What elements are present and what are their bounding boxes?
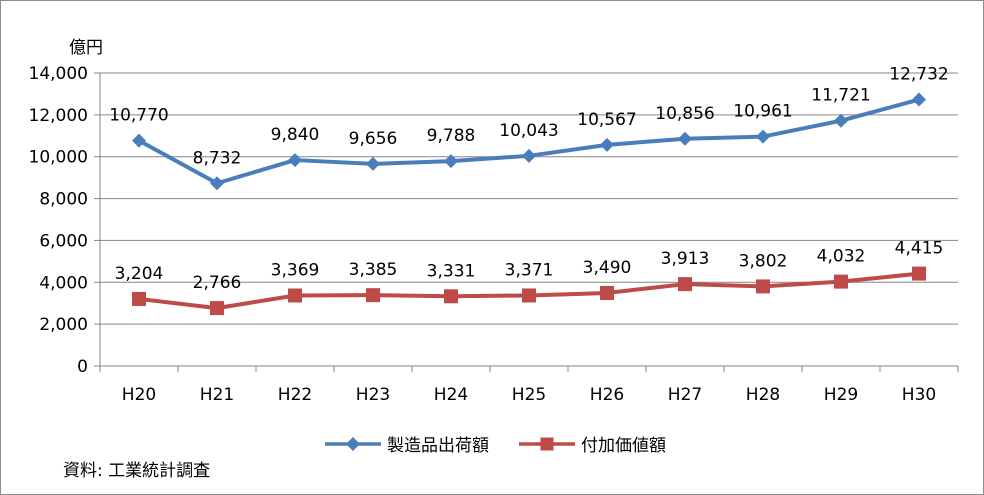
data-point-diamond [834, 113, 848, 128]
series-line [138, 97, 920, 186]
data-label: 9,840 [271, 125, 320, 145]
data-label: 3,369 [271, 260, 320, 280]
legend-marker-square-icon [519, 437, 575, 450]
data-point-square [834, 274, 848, 289]
x-tick-label: H27 [668, 385, 702, 405]
data-point-diamond [756, 129, 770, 144]
x-tick-label: H29 [824, 385, 858, 405]
x-tick-label: H30 [902, 385, 936, 405]
data-point-diamond [912, 92, 926, 107]
data-point-diamond [132, 133, 146, 148]
data-point-square [912, 266, 926, 281]
data-label: 3,913 [661, 249, 710, 269]
y-tick-label: 10,000 [29, 148, 88, 168]
data-point-square [678, 277, 692, 292]
data-label: 12,732 [889, 65, 948, 85]
x-tick-label: H21 [200, 385, 234, 405]
data-point-diamond [444, 154, 458, 169]
y-axis-unit-label: 億円 [69, 38, 103, 58]
data-label: 3,204 [115, 264, 164, 284]
y-tick-label: 2,000 [39, 315, 88, 335]
legend: 製造品出荷額 付加価値額 [323, 431, 694, 456]
data-point-diamond [288, 153, 302, 168]
data-point-square [522, 288, 536, 303]
data-label: 3,385 [349, 260, 398, 280]
data-label: 10,770 [109, 106, 168, 126]
data-label: 10,567 [577, 110, 636, 130]
data-point-diamond [210, 176, 224, 191]
data-point-diamond [678, 131, 692, 146]
legend-item-value-added: 付加価値額 [517, 431, 666, 456]
data-label: 11,721 [811, 86, 870, 106]
data-point-square [288, 288, 302, 303]
x-tick-label: H22 [278, 385, 312, 405]
y-tick-label: 6,000 [39, 231, 88, 251]
data-point-square [756, 279, 770, 294]
data-label: 9,788 [427, 126, 476, 146]
data-point-square [444, 289, 458, 304]
y-tick-label: 0 [77, 357, 88, 377]
data-label: 10,961 [733, 102, 792, 122]
data-label: 9,656 [349, 129, 398, 149]
legend-marker-diamond-icon [325, 436, 381, 451]
data-point-diamond [522, 148, 536, 163]
legend-label-shipments: 製造品出荷額 [387, 436, 489, 456]
data-point-diamond [366, 156, 380, 171]
y-tick-label: 4,000 [39, 273, 88, 293]
data-label: 8,732 [193, 148, 242, 168]
data-label: 4,032 [817, 247, 866, 267]
x-tick-label: H24 [434, 385, 468, 405]
y-tick-label: 14,000 [29, 64, 88, 84]
data-point-diamond [600, 137, 614, 152]
data-point-square [600, 285, 614, 300]
source-note: 資料: 工業統計調査 [63, 461, 211, 481]
data-label: 10,043 [499, 121, 558, 141]
y-tick-label: 12,000 [29, 106, 88, 126]
legend-item-shipments: 製造品出荷額 [323, 431, 489, 456]
data-point-square [366, 288, 380, 303]
y-tick-label: 8,000 [39, 190, 88, 210]
data-label: 3,331 [427, 261, 476, 281]
x-tick-label: H28 [746, 385, 780, 405]
data-point-square [132, 291, 146, 306]
x-tick-label: H26 [590, 385, 624, 405]
data-label: 3,802 [739, 251, 788, 271]
data-label: 3,490 [583, 258, 632, 278]
data-label: 4,415 [895, 239, 944, 259]
legend-label-value-added: 付加価値額 [581, 436, 666, 456]
x-tick-label: H25 [512, 385, 546, 405]
data-label: 3,371 [505, 260, 554, 280]
x-tick-label: H23 [356, 385, 390, 405]
data-label: 2,766 [193, 273, 242, 293]
x-tick-label: H20 [122, 385, 156, 405]
data-point-square [210, 301, 224, 316]
data-label: 10,856 [655, 104, 714, 124]
